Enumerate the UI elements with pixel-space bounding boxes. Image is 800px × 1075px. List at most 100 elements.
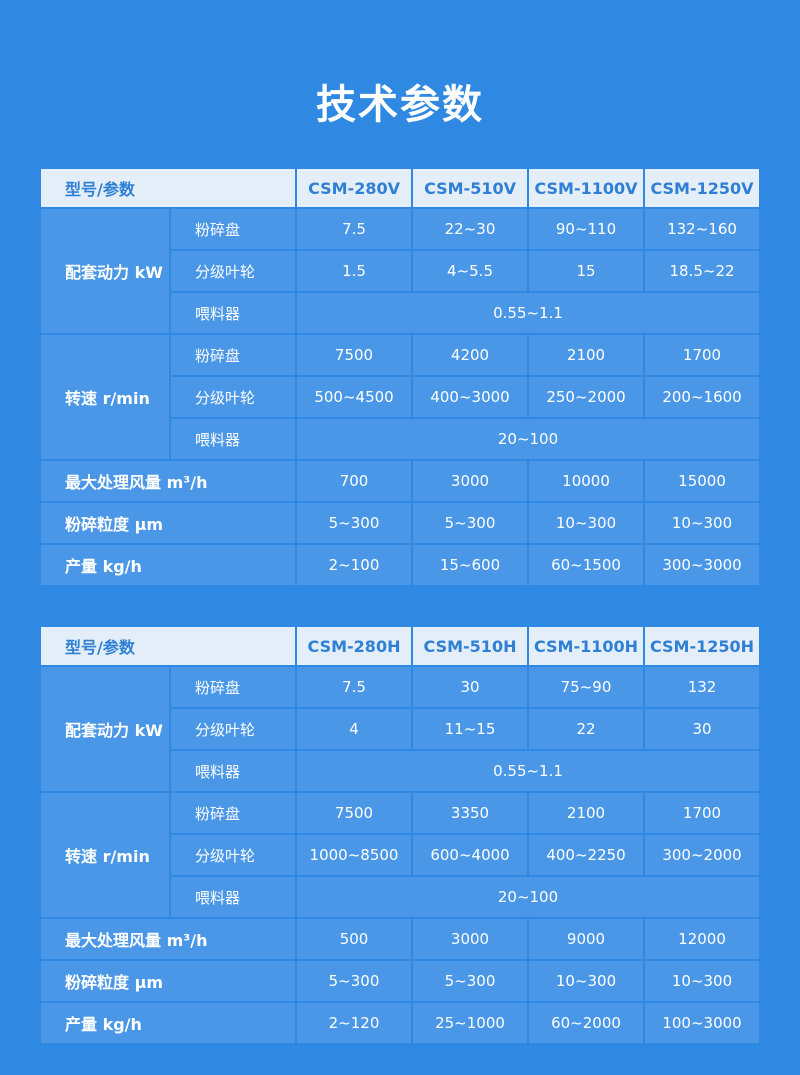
- table-row: 分级叶轮 1.5 4~5.5 15 18.5~22: [40, 249, 762, 293]
- value-cell: 15: [527, 249, 646, 293]
- table-row: 最大处理风量 m³/h 500 3000 9000 12000: [38, 917, 762, 961]
- value-cell: 1700: [643, 333, 762, 377]
- merged-value: 20~100: [295, 875, 762, 919]
- value-cell: 9000: [527, 917, 646, 961]
- spec-table: 型号/参数 CSM-280H CSM-510H CSM-1100H CSM-1250H 配…: [38, 625, 762, 1045]
- value-cell: 5~300: [295, 959, 414, 1003]
- sub-label: 粉碎盘: [168, 665, 298, 709]
- table-row: 产量 kg/h 2~100 15~600 60~1500 300~3000: [38, 543, 762, 587]
- value-cell: 500~4500: [295, 375, 414, 419]
- table-header-row: 型号/参数 CSM-280H CSM-510H CSM-1100H CSM-1250H: [38, 625, 762, 667]
- group-label: 转速 r/min: [39, 333, 171, 461]
- table-header-row: 型号/参数 CSM-280V CSM-510V CSM-1100V CSM-1250V: [38, 167, 762, 209]
- value-cell: 12000: [643, 917, 762, 961]
- group-label: 转速 r/min: [39, 791, 171, 919]
- header-model: CSM-510H: [411, 625, 530, 667]
- header-model: CSM-1100H: [527, 625, 646, 667]
- table-row: 分级叶轮 1000~8500 600~4000 400~2250 300~2000: [40, 833, 762, 877]
- header-param-label: 型号/参数: [38, 625, 298, 667]
- header-model: CSM-1100V: [527, 167, 646, 209]
- merged-value: 20~100: [295, 417, 762, 461]
- value-cell: 3350: [411, 791, 530, 835]
- value-cell: 10~300: [527, 501, 646, 545]
- table-row: 粉碎粒度 μm 5~300 5~300 10~300 10~300: [38, 959, 762, 1003]
- table-row: 分级叶轮 500~4500 400~3000 250~2000 200~1600: [40, 375, 762, 419]
- table-row: 喂料器 0.55~1.1: [40, 291, 762, 335]
- table-row: 喂料器 20~100: [40, 417, 762, 461]
- value-cell: 3000: [411, 459, 530, 503]
- value-cell: 30: [411, 665, 530, 709]
- row-label: 产量 kg/h: [38, 1001, 298, 1045]
- value-cell: 11~15: [411, 707, 530, 751]
- value-cell: 4: [295, 707, 414, 751]
- header-param-label: 型号/参数: [38, 167, 298, 209]
- value-cell: 100~3000: [643, 1001, 762, 1045]
- row-label: 最大处理风量 m³/h: [38, 459, 298, 503]
- merged-value: 0.55~1.1: [295, 291, 762, 335]
- value-cell: 2100: [527, 791, 646, 835]
- group-label: 配套动力 kW: [39, 665, 171, 793]
- sub-label: 分级叶轮: [168, 707, 298, 751]
- value-cell: 250~2000: [527, 375, 646, 419]
- value-cell: 5~300: [411, 959, 530, 1003]
- value-cell: 15~600: [411, 543, 530, 587]
- value-cell: 7.5: [295, 665, 414, 709]
- header-model: CSM-280V: [295, 167, 414, 209]
- value-cell: 22~30: [411, 207, 530, 251]
- value-cell: 200~1600: [643, 375, 762, 419]
- value-cell: 600~4000: [411, 833, 530, 877]
- value-cell: 1700: [643, 791, 762, 835]
- value-cell: 22: [527, 707, 646, 751]
- value-cell: 2~100: [295, 543, 414, 587]
- value-cell: 400~3000: [411, 375, 530, 419]
- value-cell: 10~300: [527, 959, 646, 1003]
- value-cell: 60~1500: [527, 543, 646, 587]
- value-cell: 1.5: [295, 249, 414, 293]
- table-row: 喂料器 20~100: [40, 875, 762, 919]
- table-row: 喂料器 0.55~1.1: [40, 749, 762, 793]
- value-cell: 30: [643, 707, 762, 751]
- sub-label: 分级叶轮: [168, 249, 298, 293]
- sub-label: 分级叶轮: [168, 375, 298, 419]
- value-cell: 500: [295, 917, 414, 961]
- table-row: 粉碎粒度 μm 5~300 5~300 10~300 10~300: [38, 501, 762, 545]
- value-cell: 15000: [643, 459, 762, 503]
- table-row: 转速 r/min 粉碎盘 7500 3350 2100 1700: [39, 791, 762, 919]
- sub-label: 喂料器: [168, 291, 298, 335]
- group-label: 配套动力 kW: [39, 207, 171, 335]
- value-cell: 300~2000: [643, 833, 762, 877]
- row-label: 产量 kg/h: [38, 543, 298, 587]
- spec-table: 型号/参数 CSM-280V CSM-510V CSM-1100V CSM-1250V 配…: [38, 167, 762, 587]
- header-model: CSM-280H: [295, 625, 414, 667]
- sub-label: 喂料器: [168, 749, 298, 793]
- value-cell: 90~110: [527, 207, 646, 251]
- sub-label: 分级叶轮: [168, 833, 298, 877]
- merged-value: 0.55~1.1: [295, 749, 762, 793]
- table-row: 分级叶轮 4 11~15 22 30: [40, 707, 762, 751]
- value-cell: 2100: [527, 333, 646, 377]
- row-label: 粉碎粒度 μm: [38, 959, 298, 1003]
- value-cell: 75~90: [527, 665, 646, 709]
- value-cell: 25~1000: [411, 1001, 530, 1045]
- value-cell: 4~5.5: [411, 249, 530, 293]
- value-cell: 132: [643, 665, 762, 709]
- value-cell: 7500: [295, 791, 414, 835]
- sub-label: 喂料器: [168, 417, 298, 461]
- value-cell: 18.5~22: [643, 249, 762, 293]
- header-model: CSM-1250H: [643, 625, 762, 667]
- table-row: 配套动力 kW 粉碎盘 7.5 30 75~90 132: [39, 665, 762, 793]
- row-label: 粉碎粒度 μm: [38, 501, 298, 545]
- value-cell: 3000: [411, 917, 530, 961]
- value-cell: 10~300: [643, 501, 762, 545]
- value-cell: 2~120: [295, 1001, 414, 1045]
- table-row: 产量 kg/h 2~120 25~1000 60~2000 100~3000: [38, 1001, 762, 1045]
- value-cell: 7500: [295, 333, 414, 377]
- value-cell: 5~300: [411, 501, 530, 545]
- sub-label: 粉碎盘: [168, 791, 298, 835]
- value-cell: 7.5: [295, 207, 414, 251]
- row-label: 最大处理风量 m³/h: [38, 917, 298, 961]
- value-cell: 1000~8500: [295, 833, 414, 877]
- value-cell: 132~160: [643, 207, 762, 251]
- table-row: 转速 r/min 粉碎盘 7500 4200 2100 1700: [39, 333, 762, 461]
- value-cell: 4200: [411, 333, 530, 377]
